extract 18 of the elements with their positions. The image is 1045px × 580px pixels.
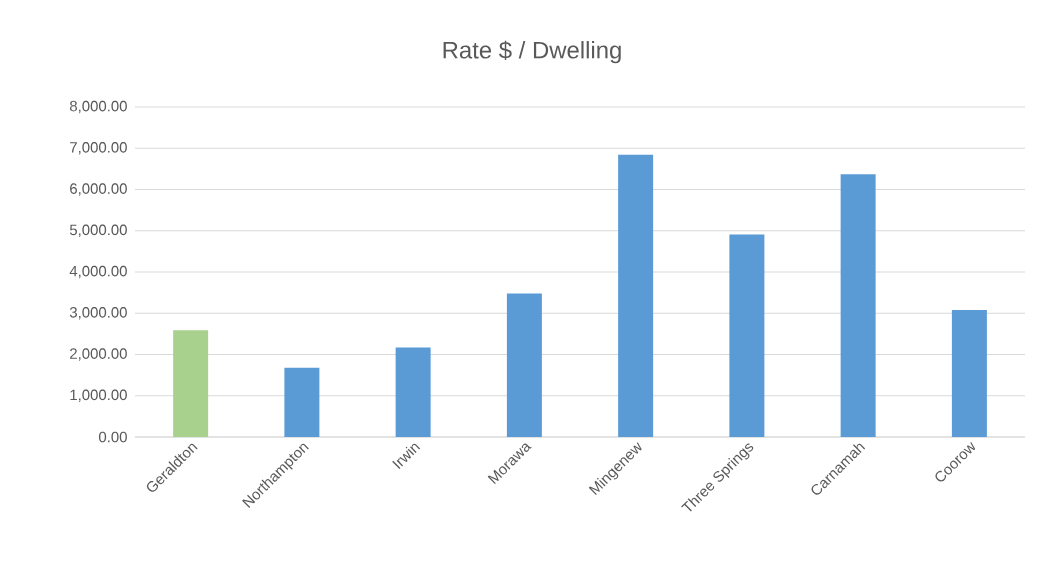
y-tick-label: 3,000.00 [69, 307, 127, 320]
bar [840, 174, 876, 437]
bar [173, 330, 209, 437]
bar [395, 347, 431, 437]
y-tick-label: 5,000.00 [69, 224, 127, 237]
y-tick-label: 7,000.00 [70, 142, 127, 155]
bar [506, 293, 542, 437]
y-tick-label: 6,000.00 [70, 183, 127, 196]
bar [951, 309, 987, 437]
bar [729, 234, 765, 437]
bar [284, 367, 320, 437]
bar [618, 154, 654, 437]
chart-title: Rate $ / Dwelling [443, 40, 621, 64]
y-tick-label: 2,000.00 [70, 348, 127, 361]
y-tick-label: 8,000.00 [69, 100, 127, 114]
y-tick-label: 4,000.00 [69, 265, 127, 279]
y-tick-label: 0.00 [98, 431, 127, 443]
y-tick-label: 1,000.00 [70, 389, 127, 402]
